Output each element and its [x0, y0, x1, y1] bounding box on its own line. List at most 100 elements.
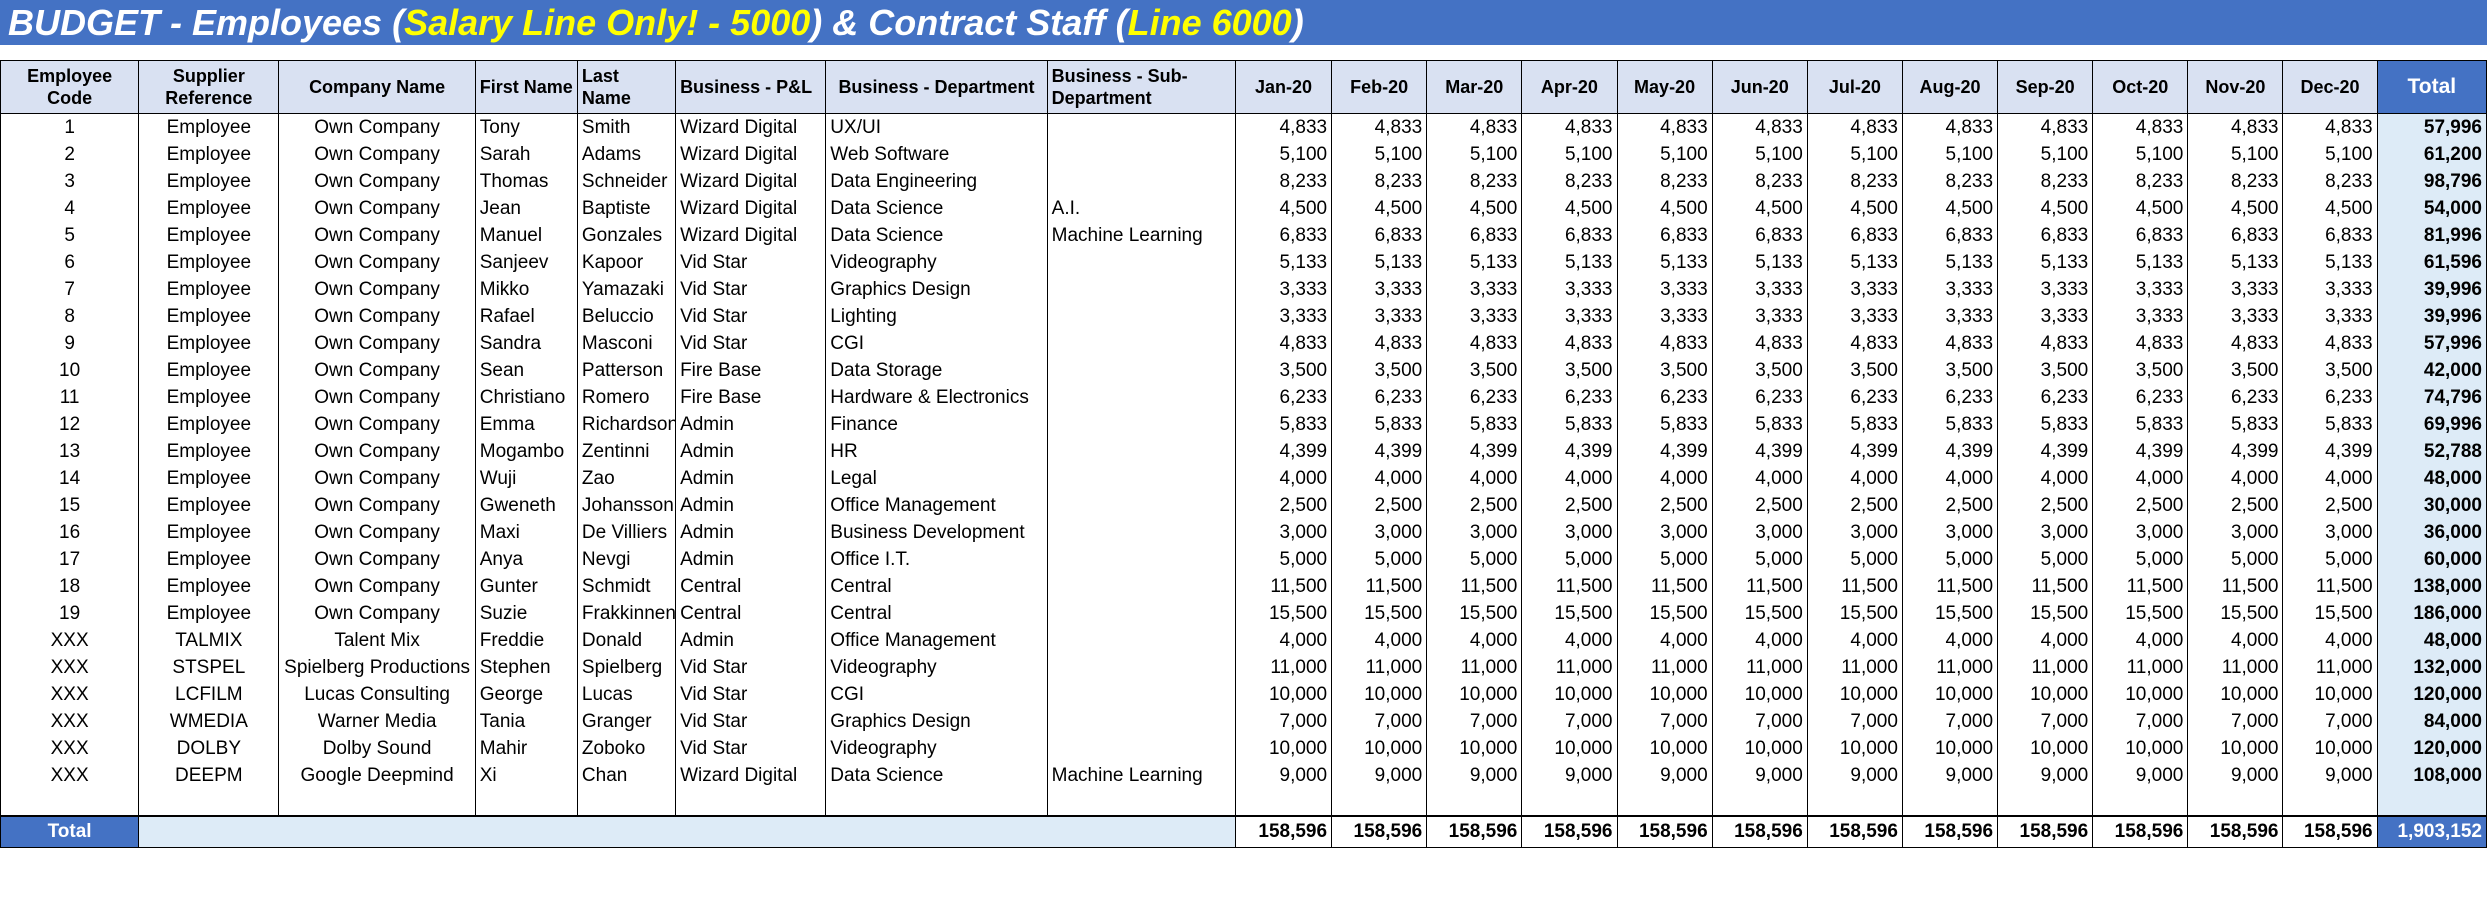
month-value-cell-aug[interactable]: 4,000	[1901, 627, 1999, 654]
month-value-cell-sep[interactable]: 5,100	[1997, 141, 2094, 168]
month-value-cell-apr[interactable]: 3,333	[1521, 303, 1618, 330]
month-value-cell-jul[interactable]: 5,833	[1806, 411, 1903, 438]
first-name-cell[interactable]: Sandra	[474, 330, 578, 357]
month-value-cell-oct[interactable]: 2,500	[2092, 492, 2189, 519]
month-value-cell-nov[interactable]: 10,000	[2187, 681, 2284, 708]
month-value-cell-dec[interactable]: 15,500	[2282, 600, 2378, 627]
last-name-cell[interactable]: Romero	[576, 384, 677, 411]
business-department-cell[interactable]: CGI	[825, 330, 1048, 357]
empty-cell[interactable]	[1901, 789, 1999, 816]
month-value-cell-oct[interactable]: 5,000	[2092, 546, 2189, 573]
row-total-cell[interactable]: 69,996	[2376, 411, 2487, 438]
month-value-cell-jan[interactable]: 4,833	[1234, 113, 1333, 141]
month-value-cell-nov[interactable]: 8,233	[2187, 168, 2284, 195]
month-value-cell-apr[interactable]: 15,500	[1521, 600, 1618, 627]
month-value-cell-jun[interactable]: 3,500	[1711, 357, 1808, 384]
month-value-cell-mar[interactable]: 5,100	[1426, 141, 1523, 168]
month-value-cell-jul[interactable]: 6,833	[1806, 222, 1903, 249]
month-value-cell-mar[interactable]: 6,233	[1426, 384, 1523, 411]
empty-cell[interactable]	[1997, 789, 2094, 816]
month-value-cell-apr[interactable]: 10,000	[1521, 735, 1618, 762]
last-name-cell[interactable]: Chan	[576, 762, 677, 789]
month-value-cell-aug[interactable]: 3,333	[1901, 276, 1999, 303]
last-name-cell[interactable]: Nevgi	[576, 546, 677, 573]
supplier-reference-cell[interactable]: DEEPM	[138, 762, 280, 789]
first-name-cell[interactable]: Tony	[474, 113, 578, 141]
month-value-cell-sep[interactable]: 11,000	[1997, 654, 2094, 681]
month-value-cell-jan[interactable]: 3,333	[1234, 303, 1333, 330]
business-department-cell[interactable]: Videography	[825, 249, 1048, 276]
month-value-cell-jan[interactable]: 9,000	[1234, 762, 1333, 789]
first-name-cell[interactable]: Tania	[474, 708, 578, 735]
business-department-cell[interactable]: Videography	[825, 654, 1048, 681]
month-value-cell-oct[interactable]: 5,833	[2092, 411, 2189, 438]
month-value-cell-dec[interactable]: 2,500	[2282, 492, 2378, 519]
employee-code-cell[interactable]: 7	[0, 276, 140, 303]
month-value-cell-oct[interactable]: 4,000	[2092, 465, 2189, 492]
supplier-reference-cell[interactable]: Employee	[138, 249, 280, 276]
empty-cell[interactable]	[1426, 789, 1523, 816]
month-value-cell-apr[interactable]: 6,233	[1521, 384, 1618, 411]
last-name-cell[interactable]: Masconi	[576, 330, 677, 357]
month-value-cell-feb[interactable]: 5,000	[1331, 546, 1428, 573]
month-value-cell-jul[interactable]: 2,500	[1806, 492, 1903, 519]
business-department-cell[interactable]: Data Storage	[825, 357, 1048, 384]
business-pl-cell[interactable]: Wizard Digital	[675, 195, 827, 222]
row-total-cell[interactable]: 74,796	[2376, 384, 2487, 411]
month-value-cell-jul[interactable]: 5,000	[1806, 546, 1903, 573]
month-value-cell-dec[interactable]: 7,000	[2282, 708, 2378, 735]
column-header-feb-20[interactable]: Feb-20	[1331, 60, 1428, 114]
business-subdepartment-cell[interactable]	[1046, 735, 1236, 762]
row-total-cell[interactable]: 120,000	[2376, 735, 2487, 762]
business-subdepartment-cell[interactable]	[1046, 654, 1236, 681]
month-value-cell-jan[interactable]: 4,500	[1234, 195, 1333, 222]
month-value-cell-sep[interactable]: 3,333	[1997, 276, 2094, 303]
supplier-reference-cell[interactable]: Employee	[138, 168, 280, 195]
month-value-cell-feb[interactable]: 4,000	[1331, 627, 1428, 654]
month-value-cell-jul[interactable]: 4,833	[1806, 113, 1903, 141]
month-value-cell-oct[interactable]: 15,500	[2092, 600, 2189, 627]
business-pl-cell[interactable]: Admin	[675, 411, 827, 438]
month-value-cell-feb[interactable]: 15,500	[1331, 600, 1428, 627]
month-value-cell-jun[interactable]: 5,833	[1711, 411, 1808, 438]
month-value-cell-sep[interactable]: 6,233	[1997, 384, 2094, 411]
business-department-cell[interactable]: HR	[825, 438, 1048, 465]
month-value-cell-jun[interactable]: 3,333	[1711, 276, 1808, 303]
month-value-cell-oct[interactable]: 4,833	[2092, 113, 2189, 141]
empty-cell[interactable]	[2187, 789, 2284, 816]
month-value-cell-nov[interactable]: 5,100	[2187, 141, 2284, 168]
month-value-cell-feb[interactable]: 5,100	[1331, 141, 1428, 168]
month-value-cell-nov[interactable]: 4,833	[2187, 330, 2284, 357]
company-name-cell[interactable]: Own Company	[278, 411, 476, 438]
monthly-total-cell-mar[interactable]: 158,596	[1426, 815, 1523, 848]
last-name-cell[interactable]: Smith	[576, 113, 677, 141]
month-value-cell-jul[interactable]: 3,000	[1806, 519, 1903, 546]
month-value-cell-jan[interactable]: 5,000	[1234, 546, 1333, 573]
month-value-cell-jun[interactable]: 10,000	[1711, 681, 1808, 708]
employee-code-cell[interactable]: XXX	[0, 654, 140, 681]
month-value-cell-jun[interactable]: 5,000	[1711, 546, 1808, 573]
monthly-total-cell-nov[interactable]: 158,596	[2187, 815, 2284, 848]
first-name-cell[interactable]: Mogambo	[474, 438, 578, 465]
business-subdepartment-cell[interactable]	[1046, 141, 1236, 168]
supplier-reference-cell[interactable]: LCFILM	[138, 681, 280, 708]
column-header-dec-20[interactable]: Dec-20	[2282, 60, 2378, 114]
month-value-cell-nov[interactable]: 3,000	[2187, 519, 2284, 546]
month-value-cell-mar[interactable]: 3,000	[1426, 519, 1523, 546]
month-value-cell-aug[interactable]: 4,500	[1901, 195, 1999, 222]
supplier-reference-cell[interactable]: Employee	[138, 330, 280, 357]
employee-code-cell[interactable]: 12	[0, 411, 140, 438]
month-value-cell-may[interactable]: 3,000	[1616, 519, 1713, 546]
month-value-cell-sep[interactable]: 3,333	[1997, 303, 2094, 330]
month-value-cell-dec[interactable]: 6,233	[2282, 384, 2378, 411]
month-value-cell-oct[interactable]: 7,000	[2092, 708, 2189, 735]
business-pl-cell[interactable]: Central	[675, 573, 827, 600]
month-value-cell-feb[interactable]: 7,000	[1331, 708, 1428, 735]
month-value-cell-mar[interactable]: 10,000	[1426, 681, 1523, 708]
month-value-cell-jul[interactable]: 10,000	[1806, 735, 1903, 762]
month-value-cell-jul[interactable]: 4,833	[1806, 330, 1903, 357]
month-value-cell-jan[interactable]: 6,833	[1234, 222, 1333, 249]
month-value-cell-sep[interactable]: 10,000	[1997, 735, 2094, 762]
row-total-cell[interactable]: 36,000	[2376, 519, 2487, 546]
row-total-cell[interactable]: 120,000	[2376, 681, 2487, 708]
